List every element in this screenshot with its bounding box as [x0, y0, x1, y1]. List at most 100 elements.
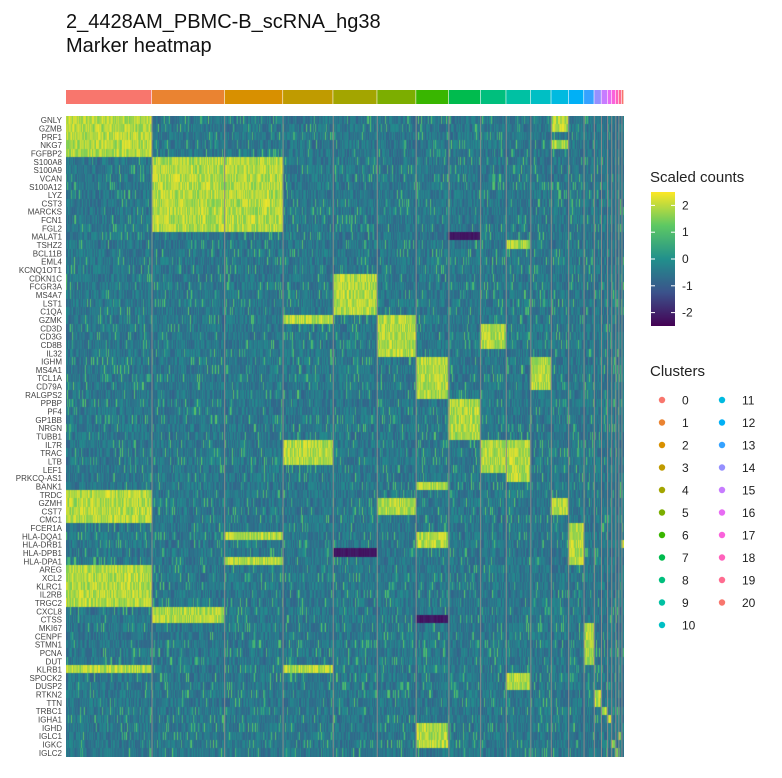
gene-label: DUSP2	[35, 682, 62, 691]
gene-label: NKG7	[40, 141, 62, 150]
cluster-annotation-5	[377, 90, 416, 104]
cluster-legend-key-4	[658, 486, 666, 494]
gene-label: CD3D	[40, 324, 62, 333]
gene-label: IGKC	[42, 741, 62, 750]
gene-label: S100A8	[34, 158, 63, 167]
cluster-legend-label: 14	[742, 461, 756, 475]
cluster-legend-key-10	[658, 621, 666, 629]
color-tick-label: -2	[682, 306, 693, 320]
cluster-legend-label: 11	[742, 394, 755, 408]
cluster-annotation-9	[506, 90, 531, 104]
gene-label: LYZ	[48, 191, 62, 200]
cluster-legend-key-12	[718, 419, 726, 426]
cluster-legend-label: 15	[742, 484, 756, 498]
gene-label: GZMH	[38, 499, 62, 508]
cluster-legend-label: 1	[682, 416, 689, 430]
gene-label: RTKN2	[36, 691, 63, 700]
gene-label: IL32	[46, 349, 62, 358]
chart-title: 2_4428AM_PBMC-B_scRNA_hg38	[66, 11, 381, 33]
gene-label: VCAN	[40, 174, 62, 183]
gene-label: LEF1	[43, 466, 63, 475]
color-tick-label: 1	[682, 225, 689, 239]
cluster-legend-label: 5	[682, 506, 689, 520]
heatmap-cells	[66, 116, 624, 757]
gene-label: GZMK	[39, 316, 63, 325]
cluster-annotation-10	[530, 90, 551, 104]
gene-label: GZMB	[39, 124, 62, 133]
gene-label: IL2RB	[40, 591, 62, 600]
gene-labels: GNLYGZMBPRF1NKG7FGFBP2S100A8S100A9VCANS1…	[16, 116, 63, 758]
gene-label: FCGR3A	[30, 283, 63, 292]
cluster-legend-label: 17	[742, 529, 756, 543]
color-scale-legend: Scaled counts 2 1 0 -1 -2	[650, 169, 744, 326]
cluster-legend-key-16	[718, 509, 726, 516]
gene-label: DUT	[46, 657, 63, 666]
gene-label: CD8B	[41, 341, 62, 350]
gene-label: PRF1	[42, 133, 63, 142]
cluster-legend-key-1	[658, 419, 666, 426]
cluster-annotation-17	[611, 90, 616, 104]
gene-label: CST3	[42, 199, 63, 208]
gene-label: PRKCQ-AS1	[16, 474, 63, 483]
cluster-annotation-15	[601, 90, 608, 104]
gene-label: KLRC1	[36, 582, 62, 591]
gene-label: KLRB1	[37, 666, 63, 675]
cluster-legend-key-15	[718, 486, 726, 494]
cluster-legend-label: 18	[742, 551, 756, 565]
gene-label: CD79A	[36, 383, 62, 392]
gene-label: EML4	[41, 258, 62, 267]
cluster-legend-key-14	[718, 464, 726, 471]
color-tick-label: 2	[682, 198, 689, 212]
cluster-legend-label: 4	[682, 484, 689, 498]
gene-label: IGLC1	[39, 732, 63, 741]
gene-label: CTSS	[41, 616, 62, 625]
cluster-legend-label: 20	[742, 596, 756, 610]
cluster-legend-label: 19	[742, 574, 756, 588]
cluster-legend-key-18	[718, 554, 726, 561]
gene-label: S100A9	[34, 166, 63, 175]
gene-label: TRDC	[40, 491, 62, 500]
cluster-annotation-20	[621, 90, 624, 104]
gene-label: IGHA1	[38, 716, 63, 725]
cluster-legend-label: 6	[682, 529, 689, 543]
gene-label: MKI67	[39, 624, 63, 633]
gene-label: RALGPS2	[25, 391, 62, 400]
gene-label: HLA-DQA1	[22, 532, 63, 541]
cluster-separators	[151, 116, 623, 757]
gene-label: S100A12	[29, 183, 62, 192]
gene-label: PF4	[47, 408, 62, 417]
cluster-annotation-1	[152, 90, 225, 104]
cluster-legend-label: 9	[682, 596, 689, 610]
color-tick-label: 0	[682, 252, 689, 266]
gene-label: SPOCK2	[30, 674, 63, 683]
gene-label: CST7	[42, 507, 63, 516]
gene-label: XCL2	[42, 574, 63, 583]
gene-label: CENPF	[35, 632, 62, 641]
gene-label: CDKN1C	[29, 274, 62, 283]
gene-label: MS4A1	[36, 366, 63, 375]
gene-label: HLA-DPA1	[23, 557, 62, 566]
cluster-legend-label: 10	[682, 619, 696, 633]
gene-label: PCNA	[40, 649, 63, 658]
cluster-annotation-8	[480, 90, 506, 104]
cluster-annotation-12	[568, 90, 584, 104]
cluster-legend-title: Clusters	[650, 363, 705, 380]
cluster-annotation-19	[618, 90, 622, 104]
gene-label: TTN	[46, 699, 62, 708]
cluster-legend-key-7	[658, 554, 666, 561]
cluster-annotation-18	[615, 90, 619, 104]
cluster-legend-key-17	[718, 531, 726, 539]
cluster-legend-key-11	[718, 396, 726, 404]
color-legend-title: Scaled counts	[650, 169, 744, 186]
cluster-legend-label: 13	[742, 439, 756, 453]
gene-label: CD3G	[40, 333, 62, 342]
cluster-legend-key-9	[658, 599, 666, 606]
gene-label: CMC1	[39, 516, 62, 525]
cluster-legend-label: 7	[682, 551, 689, 565]
gene-label: FGL2	[42, 224, 63, 233]
gene-label: GNLY	[41, 116, 63, 125]
gene-label: IGHD	[42, 724, 62, 733]
cluster-annotation-3	[283, 90, 333, 104]
